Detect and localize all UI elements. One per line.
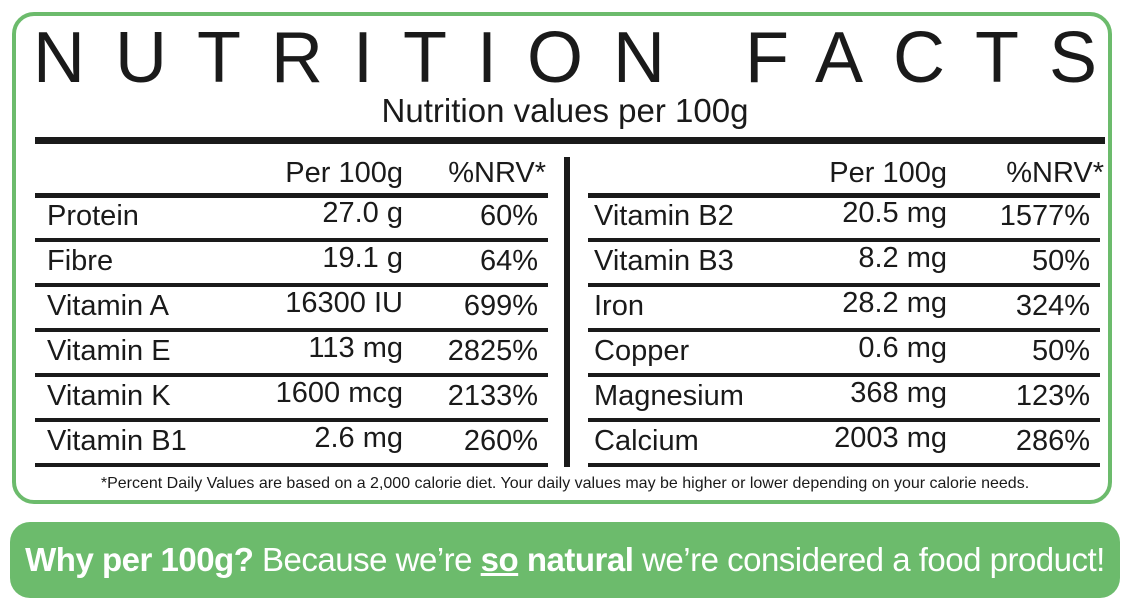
amount: 20.5 mg: [842, 197, 947, 229]
nrv-percent: 699%: [463, 290, 538, 322]
amount: 368 mg: [850, 377, 947, 409]
row-rule: [35, 328, 548, 332]
nrv-percent: 60%: [479, 200, 538, 232]
amount: 2.6 mg: [314, 422, 403, 454]
footnote: *Percent Daily Values are based on a 2,0…: [100, 475, 1030, 492]
nrv-percent: 286%: [1015, 425, 1090, 457]
nutrient-name: Protein: [47, 200, 139, 232]
banner-emphasis: natural: [526, 541, 634, 578]
row-rule: [35, 193, 548, 198]
title: NUTRITION FACTS: [33, 18, 1127, 98]
banner-lead: Why per 100g?: [25, 541, 254, 578]
amount: 0.6 mg: [858, 332, 947, 364]
column-header: Per 100g: [285, 157, 403, 189]
amount: 1600 mcg: [275, 377, 403, 409]
amount: 19.1 g: [322, 242, 403, 274]
amount: 27.0 g: [322, 197, 403, 229]
label-frame: [12, 12, 1112, 504]
column-header: Per 100g: [829, 157, 947, 189]
row-rule: [588, 283, 1100, 287]
nrv-percent: 2133%: [447, 380, 538, 412]
column-header: %NRV*: [1006, 157, 1104, 189]
divider: [35, 137, 1105, 144]
amount: 8.2 mg: [858, 242, 947, 274]
amount: 28.2 mg: [842, 287, 947, 319]
nrv-percent: 260%: [463, 425, 538, 457]
amount: 2003 mg: [834, 422, 947, 454]
banner-text: we’re considered a food product!: [642, 541, 1105, 578]
row-rule: [588, 238, 1100, 242]
nrv-percent: 2825%: [447, 335, 538, 367]
nrv-percent: 123%: [1015, 380, 1090, 412]
row-rule: [588, 193, 1100, 198]
row-rule: [35, 463, 548, 467]
nutrient-name: Iron: [594, 290, 644, 322]
nutrient-name: Vitamin A: [47, 290, 169, 322]
banner-text: Because we’re: [262, 541, 472, 578]
row-rule: [35, 418, 548, 422]
nrv-percent: 64%: [479, 245, 538, 277]
nrv-percent: 50%: [1031, 245, 1090, 277]
row-rule: [35, 373, 548, 377]
nrv-percent: 50%: [1031, 335, 1090, 367]
row-rule: [588, 328, 1100, 332]
row-rule: [588, 418, 1100, 422]
banner-emphasis: so: [480, 541, 519, 578]
nutrient-name: Vitamin K: [47, 380, 171, 412]
amount: 16300 IU: [285, 287, 403, 319]
row-rule: [588, 463, 1100, 467]
nrv-percent: 1577%: [999, 200, 1090, 232]
nutrient-name: Calcium: [594, 425, 699, 457]
row-rule: [588, 373, 1100, 377]
nutrient-name: Vitamin E: [47, 335, 171, 367]
subtitle: Nutrition values per 100g: [381, 92, 749, 129]
column-divider: [564, 157, 570, 467]
nutrient-name: Magnesium: [594, 380, 744, 412]
nutrient-name: Vitamin B1: [47, 425, 187, 457]
amount: 113 mg: [308, 332, 403, 364]
column-header: %NRV*: [448, 157, 546, 189]
row-rule: [35, 283, 548, 287]
nutrient-name: Vitamin B3: [594, 245, 734, 277]
nutrient-name: Copper: [594, 335, 690, 367]
nrv-percent: 324%: [1015, 290, 1090, 322]
banner: Why per 100g? Because we’re so natural w…: [10, 522, 1120, 598]
nutrient-name: Vitamin B2: [594, 200, 734, 232]
nutrient-name: Fibre: [47, 245, 114, 277]
row-rule: [35, 238, 548, 242]
